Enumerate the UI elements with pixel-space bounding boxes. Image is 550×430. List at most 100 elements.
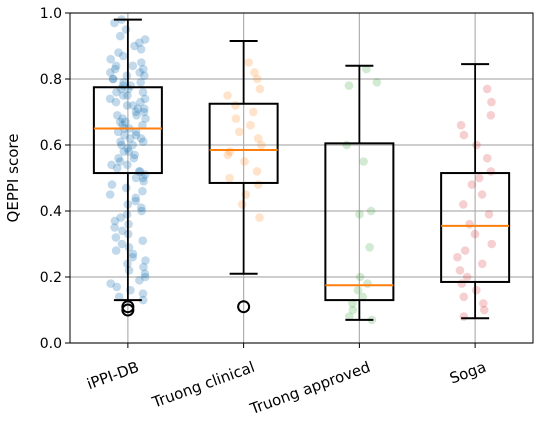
data-point	[118, 91, 128, 100]
data-point	[136, 45, 146, 54]
data-point	[105, 190, 115, 199]
y-tick-label: 0.6	[40, 138, 62, 154]
data-point	[255, 84, 265, 94]
data-point	[138, 289, 148, 298]
data-point	[108, 74, 118, 84]
data-point	[115, 117, 125, 127]
data-point	[116, 137, 125, 146]
data-point	[135, 276, 144, 285]
data-point	[458, 200, 468, 209]
data-point	[453, 252, 462, 262]
data-point	[135, 68, 145, 77]
data-point	[123, 160, 132, 170]
data-point	[118, 114, 127, 123]
iqr-box	[92, 86, 163, 175]
data-point	[467, 180, 477, 189]
data-point	[124, 243, 134, 252]
points-layer	[105, 15, 496, 325]
data-point	[115, 31, 125, 41]
data-point	[114, 48, 123, 57]
data-point	[112, 282, 122, 292]
data-point	[128, 101, 138, 110]
data-point	[136, 97, 145, 107]
data-point	[223, 91, 232, 100]
data-point	[365, 243, 374, 252]
data-point	[253, 74, 262, 84]
data-point	[479, 305, 489, 315]
data-point	[122, 71, 132, 80]
data-point	[252, 167, 262, 176]
data-point	[459, 292, 469, 302]
data-point	[106, 54, 115, 64]
y-tick-label: 0.0	[40, 336, 62, 352]
data-point	[355, 210, 364, 219]
data-point	[253, 134, 263, 143]
data-point	[138, 236, 148, 245]
data-point	[138, 120, 147, 130]
data-point	[455, 266, 465, 275]
data-point	[118, 120, 127, 130]
data-point	[123, 144, 132, 153]
data-point	[231, 101, 240, 110]
data-point	[225, 147, 235, 156]
data-point	[135, 38, 144, 47]
data-point	[246, 120, 255, 130]
data-point	[363, 279, 372, 288]
data-point	[459, 312, 469, 321]
data-point	[345, 312, 354, 321]
data-point	[470, 229, 480, 239]
data-point	[479, 299, 488, 308]
data-point	[140, 272, 150, 282]
data-point	[123, 91, 132, 100]
outlier-marker	[121, 303, 135, 317]
data-point	[460, 246, 470, 255]
data-point	[138, 87, 148, 97]
data-point	[486, 167, 496, 176]
data-point	[348, 305, 358, 315]
data-point	[348, 299, 357, 308]
data-point	[133, 104, 143, 113]
data-point	[110, 18, 119, 28]
iqr-box	[208, 102, 279, 184]
data-point	[138, 137, 148, 146]
data-point	[472, 140, 481, 150]
data-point	[131, 107, 141, 117]
data-point	[121, 25, 131, 34]
data-point	[487, 239, 496, 249]
data-point	[459, 130, 469, 140]
data-point	[121, 183, 131, 193]
data-point	[353, 285, 363, 295]
data-point	[110, 64, 120, 74]
data-point	[131, 130, 141, 140]
data-point	[462, 272, 472, 282]
data-point	[130, 41, 139, 51]
data-point	[111, 233, 121, 242]
data-point	[131, 193, 141, 203]
data-point	[113, 111, 122, 120]
iqr-box	[440, 172, 511, 283]
data-point	[465, 219, 474, 229]
data-point	[138, 186, 147, 196]
data-point	[119, 78, 128, 87]
y-tick-label: 0.8	[40, 72, 62, 88]
data-point	[131, 196, 140, 206]
data-point	[114, 153, 123, 163]
data-point	[106, 279, 116, 288]
data-point	[362, 64, 371, 74]
data-point	[118, 51, 128, 61]
y-tick-label: 0.4	[40, 204, 62, 220]
data-point	[136, 134, 146, 143]
data-point	[474, 173, 484, 183]
data-point	[128, 61, 138, 71]
data-point	[115, 157, 125, 166]
data-point	[344, 81, 354, 90]
data-point	[118, 226, 127, 236]
data-point	[130, 150, 139, 160]
data-point	[254, 180, 263, 189]
data-point	[125, 134, 135, 143]
data-point	[240, 157, 249, 166]
data-point	[112, 163, 122, 173]
data-point	[106, 68, 115, 77]
data-point	[250, 68, 259, 77]
